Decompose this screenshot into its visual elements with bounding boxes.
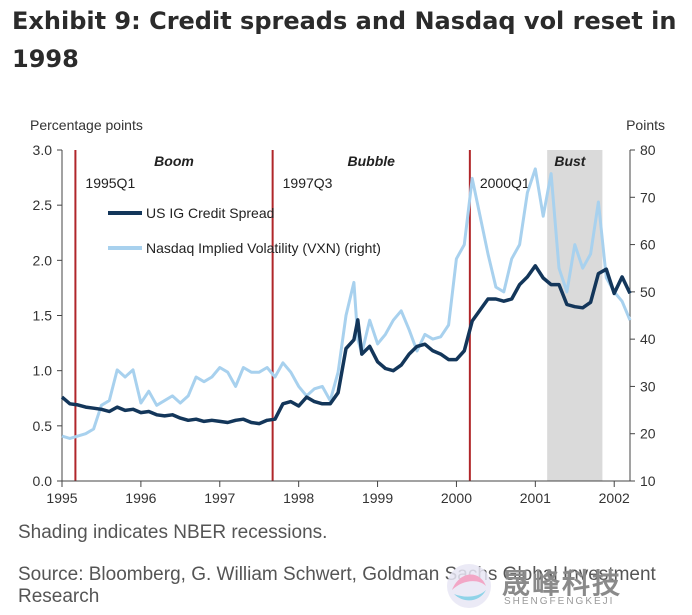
series-line-vxn [61,167,632,440]
series [60,167,632,440]
y-tick-label-left: 0.0 [33,473,53,489]
watermark-subtext: SHENGFENGKEJI [504,596,615,607]
y-tick-label-right: 70 [640,189,656,205]
x-tick-label: 1998 [283,490,314,506]
y-tick-label-left: 1.5 [33,308,53,324]
y-tick-label-right: 20 [640,426,656,442]
y-tick-label-right: 50 [640,284,656,300]
watermark-logo-icon [447,564,491,608]
period-date-label: 1995Q1 [85,175,135,191]
y-tick-label-left: 1.0 [33,363,53,379]
y-tick-label-right: 80 [640,142,656,158]
y-tick-label-left: 2.5 [33,197,53,213]
source-note: Source: Bloomberg, G. William Schwert, G… [18,564,656,607]
x-tick-label: 2002 [599,490,630,506]
legend: US IG Credit Spread Nasdaq Implied Volat… [108,205,381,256]
x-tick-label: 1996 [125,490,156,506]
y-axis-left-label: Percentage points [30,117,143,133]
watermark: 晟峰科技 SHENGFENGKEJI [440,560,680,612]
legend-label-vxn: Nasdaq Implied Volatility (VXN) (right) [146,240,381,256]
y-tick-label-left: 2.0 [33,252,53,268]
period-phase-label: Bubble [348,153,396,169]
y-tick-label-right: 40 [640,331,656,347]
y-tick-label-left: 0.5 [33,418,53,434]
period-phase-label: Boom [154,153,194,169]
y-axis-right-label: Points [626,117,665,133]
x-tick-label: 2000 [441,490,472,506]
y-tick-label-right: 30 [640,378,656,394]
period-phase-label: Bust [554,153,586,169]
x-tick-label: 1999 [362,490,393,506]
recession-note: Shading indicates NBER recessions. [18,522,328,543]
period-date-label: 2000Q1 [480,175,530,191]
y-tick-label-right: 10 [640,473,656,489]
y-tick-label-left: 3.0 [33,142,53,158]
y-tick-label-right: 60 [640,237,656,253]
page-title: Exhibit 9: Credit spreads and Nasdaq vol… [12,7,677,73]
recession-shade [547,150,603,481]
period-lines: 1995Q1 Boom 1997Q3 Bubble 2000Q1 Bust [74,150,587,481]
axes: 0.0 0.5 1.0 1.5 2.0 2.5 3.0 10 20 30 40 50 60 70 80 199… [33,142,656,506]
series-line-credit-spread [60,264,632,426]
chart: Percentage points Points 1995Q1 Boom 1997Q… [30,117,665,506]
x-tick-label: 1995 [46,490,77,506]
watermark-text: 晟峰科技 [502,567,623,600]
legend-label-credit: US IG Credit Spread [146,205,274,221]
x-tick-label: 1997 [204,490,235,506]
x-tick-label: 2001 [520,490,551,506]
period-date-label: 1997Q3 [283,175,333,191]
